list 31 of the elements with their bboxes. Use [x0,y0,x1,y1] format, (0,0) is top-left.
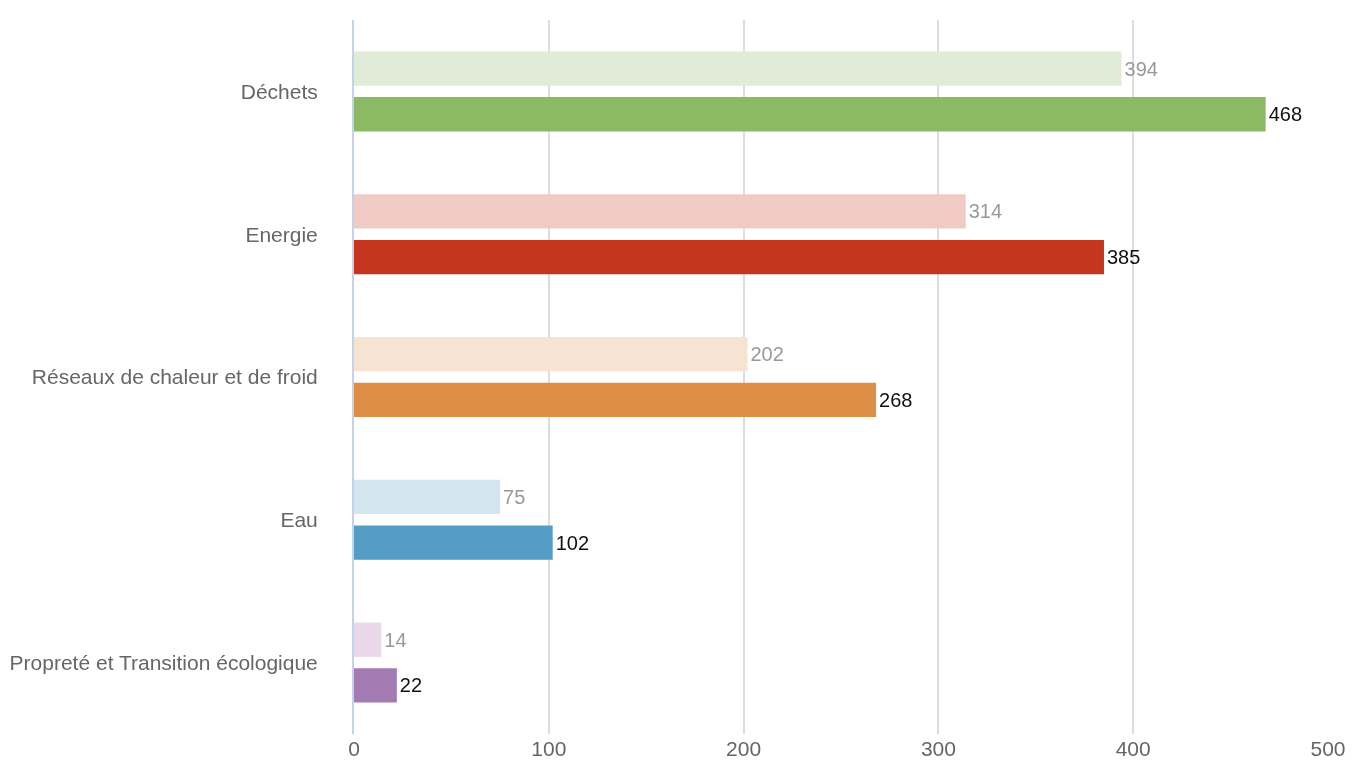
bar [354,382,877,417]
x-tick-label: 100 [531,737,567,760]
bar [354,239,1104,275]
y-tick-label: Propreté et Transition écologique [9,650,318,674]
x-tick-label: 500 [1310,737,1346,760]
x-tick-label: 0 [348,737,360,760]
data-label: 314 [968,200,1003,223]
data-label: 385 [1106,246,1141,269]
bar [354,337,748,372]
bar [354,97,1266,132]
y-tick-label: Déchets [240,79,318,103]
x-tick-label: 300 [920,737,956,760]
y-tick-label: Energie [245,222,318,246]
y-tick-label: Eau [280,508,318,532]
data-label: 268 [879,388,913,411]
x-tick-label: 400 [1115,737,1151,760]
bar [354,51,1122,86]
x-tick-label: 200 [726,737,762,760]
y-tick-label: Réseaux de chaleur et de froid [31,365,318,389]
bar [354,622,382,657]
data-label: 75 [503,485,526,508]
data-label: 22 [399,674,423,697]
data-label: 202 [750,343,784,366]
data-label: 468 [1268,103,1303,126]
bar [354,668,397,703]
bar [354,525,553,560]
data-label: 102 [555,531,590,554]
bar [354,194,966,229]
data-label: 394 [1124,57,1158,80]
bar [354,479,501,515]
data-label: 14 [384,628,407,651]
